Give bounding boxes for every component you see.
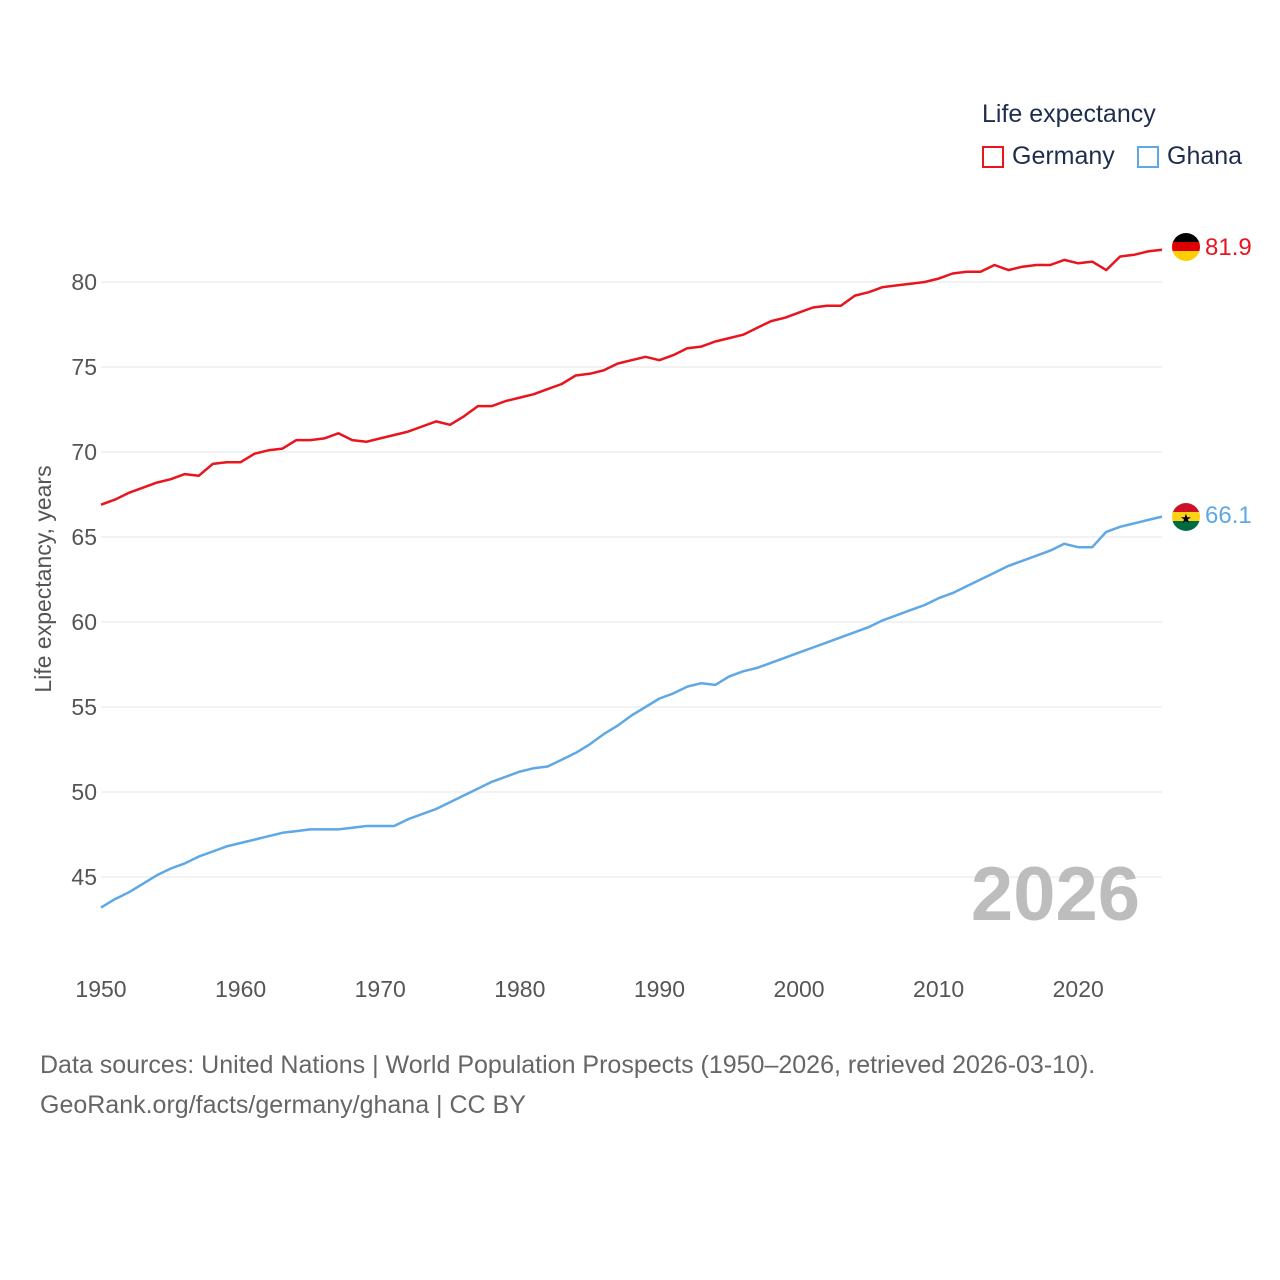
- data-source-note: Data sources: United Nations | World Pop…: [40, 1045, 1095, 1125]
- source-line-2[interactable]: GeoRank.org/facts/germany/ghana | CC BY: [40, 1091, 526, 1119]
- y-axis-ticks: 45 50 55 60 65 70 75 80: [71, 269, 97, 890]
- end-label-germany: 81.9: [1205, 234, 1252, 261]
- legend-label-germany: Germany: [1012, 142, 1115, 170]
- y-tick-label: 45: [71, 864, 97, 890]
- year-watermark: 2026: [971, 852, 1140, 937]
- series-group: [100, 248, 1163, 909]
- y-tick-label: 75: [71, 354, 97, 380]
- ghana-flag-icon: ★: [1172, 503, 1200, 531]
- y-tick-label: 80: [71, 269, 97, 295]
- grid-lines: [101, 281, 1162, 878]
- x-axis-ticks: 1950 1960 1970 1980 1990 2000 2010 2020: [75, 976, 1103, 1002]
- end-label-ghana: 66.1: [1205, 502, 1252, 529]
- legend-label-ghana: Ghana: [1167, 142, 1243, 170]
- x-tick-label: 2020: [1053, 976, 1104, 1002]
- series-line-germany[interactable]: [100, 248, 1163, 506]
- x-tick-label: 1950: [75, 976, 126, 1002]
- y-tick-label: 65: [71, 524, 97, 550]
- y-tick-label: 55: [71, 694, 97, 720]
- legend-item-ghana[interactable]: Ghana: [1137, 142, 1242, 171]
- germany-flag-icon: [1172, 233, 1200, 261]
- x-tick-label: 1980: [494, 976, 545, 1002]
- y-axis-label: Life expectancy, years: [30, 465, 56, 692]
- legend-swatch-germany: [982, 145, 1004, 168]
- x-tick-label: 2000: [773, 976, 824, 1002]
- legend-item-germany[interactable]: Germany: [982, 142, 1115, 171]
- source-line-1: Data sources: United Nations | World Pop…: [40, 1051, 1096, 1079]
- legend-swatch-ghana: [1137, 145, 1159, 168]
- series-line-ghana[interactable]: [100, 515, 1163, 909]
- x-tick-label: 1990: [634, 976, 685, 1002]
- x-tick-label: 1960: [215, 976, 266, 1002]
- x-tick-label: 1970: [355, 976, 406, 1002]
- svg-text:★: ★: [1180, 511, 1192, 526]
- x-tick-label: 2010: [913, 976, 964, 1002]
- y-tick-label: 70: [71, 439, 97, 465]
- y-tick-label: 60: [71, 609, 97, 635]
- legend-title: Life expectancy: [982, 100, 1156, 128]
- y-tick-label: 50: [71, 779, 97, 805]
